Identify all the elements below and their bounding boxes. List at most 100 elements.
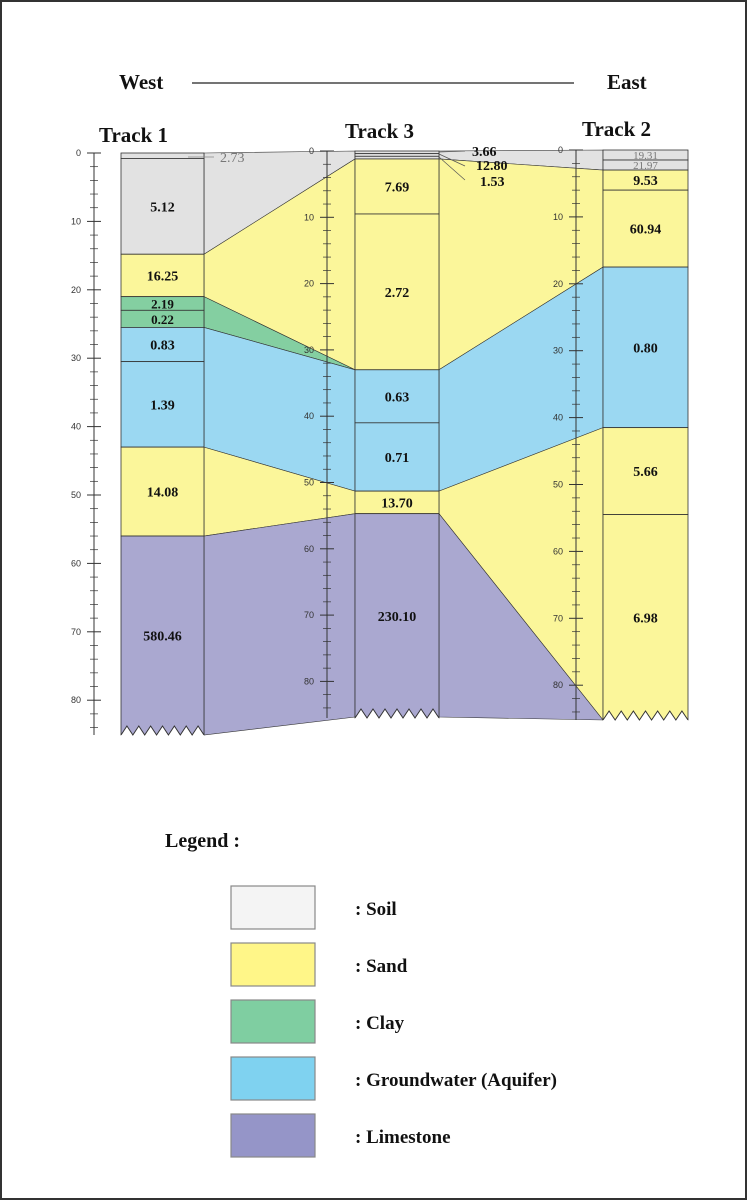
track-3-axis-tick-label: 60 bbox=[304, 544, 314, 554]
legend-label-sand: : Sand bbox=[355, 956, 408, 977]
track-1-layer-groundwater bbox=[120, 327, 205, 363]
track-1-layer-sand bbox=[120, 253, 205, 298]
track-3-layer-value: 12.80 bbox=[476, 159, 508, 174]
track-3-layer-value: 0.71 bbox=[385, 451, 410, 466]
track-1-axis-tick-label: 70 bbox=[71, 627, 81, 637]
track-1-layer-limestone bbox=[120, 535, 205, 736]
track-3-axis-tick-label: 10 bbox=[304, 212, 314, 222]
legend-swatch-limestone bbox=[230, 1113, 316, 1158]
west-label: West bbox=[119, 70, 163, 94]
track-2-layer-sand bbox=[602, 427, 689, 516]
track-1-layer-soil bbox=[120, 152, 205, 159]
track-3-axis-tick-label: 30 bbox=[304, 345, 314, 355]
track-2-layer-value: 21.97 bbox=[633, 160, 658, 172]
track-1-layer-value: 14.08 bbox=[147, 486, 179, 501]
legend-swatch-sand bbox=[230, 942, 316, 987]
track-3-title: Track 3 bbox=[345, 119, 414, 143]
track-2-axis-tick-label: 10 bbox=[553, 212, 563, 222]
track-2-layer-groundwater bbox=[602, 266, 689, 429]
track-2-axis-tick-label: 50 bbox=[553, 480, 563, 490]
track-1-axis-tick-label: 30 bbox=[71, 353, 81, 363]
track-1-layer-value: 5.12 bbox=[150, 200, 175, 215]
track-columns bbox=[120, 149, 689, 741]
track-1-layer-value: 1.39 bbox=[150, 398, 175, 413]
depth-axes: 0 10 20 30 40 50 60 70 80 0 10 20 30 40 50 60 70 80 0 10 20 3… bbox=[71, 145, 583, 735]
legend-title: Legend : bbox=[165, 830, 240, 852]
track-1-layer-soil bbox=[120, 158, 205, 255]
track-1-axis-tick-label: 40 bbox=[71, 422, 81, 432]
track-headers: Track 1 Track 3 Track 2 bbox=[99, 117, 651, 147]
track-2-axis-tick-label: 30 bbox=[553, 346, 563, 356]
legend-swatch-soil bbox=[230, 885, 316, 930]
direction-header: West East bbox=[119, 70, 647, 94]
track-3-layer-groundwater bbox=[354, 422, 440, 492]
track-1-layer-groundwater bbox=[120, 361, 205, 448]
track-1-axis-tick-label: 50 bbox=[71, 490, 81, 500]
legend: Legend : : Soil : Sand : Clay : Groundwater… bbox=[165, 830, 557, 1158]
track-1-axis-tick-label: 10 bbox=[71, 216, 81, 226]
track-2-layer-value: 60.94 bbox=[630, 223, 662, 238]
track-3-layer-value: 13.70 bbox=[381, 496, 413, 511]
track-2-cut-mask bbox=[603, 711, 688, 726]
track-3-axis-tick-label: 20 bbox=[304, 279, 314, 289]
track-3-layer-value: 2.72 bbox=[385, 286, 410, 301]
track-2-axis-tick-label: 40 bbox=[553, 413, 563, 423]
track-3-layer-value: 7.69 bbox=[385, 180, 410, 195]
track-3-axis-tick-label: 80 bbox=[304, 676, 314, 686]
track-3-axis-tick-label: 40 bbox=[304, 411, 314, 421]
track-2-title: Track 2 bbox=[582, 117, 651, 141]
track-1-layer-value: 580.46 bbox=[143, 630, 182, 645]
legend-label-limestone: : Limestone bbox=[355, 1127, 451, 1148]
track-3-layer-sand bbox=[354, 213, 440, 371]
track-2-layer-value: 6.98 bbox=[633, 611, 658, 626]
legend-label-clay: : Clay bbox=[355, 1013, 405, 1034]
track-2-axis-tick-label: 0 bbox=[558, 145, 563, 155]
track-3-axis-tick-label: 0 bbox=[309, 146, 314, 156]
track-3-zigzag-edge bbox=[354, 708, 440, 719]
track-2-axis-tick-label: 20 bbox=[553, 279, 563, 289]
track-2-layer-value: 0.80 bbox=[633, 341, 658, 356]
track-1-axis-tick-label: 0 bbox=[76, 148, 81, 158]
track-2-axis-tick-label: 60 bbox=[553, 546, 563, 556]
track-1-layer-value: 2.73 bbox=[220, 151, 245, 166]
track-3-layer-limestone bbox=[354, 513, 440, 719]
track-2-layer-value: 19.31 bbox=[633, 150, 658, 162]
legend-label-soil: : Soil bbox=[355, 899, 397, 920]
track-3-leader-line bbox=[438, 156, 466, 181]
track-1-axis-tick-label: 60 bbox=[71, 558, 81, 568]
track-3-layer-value: 3.66 bbox=[472, 145, 497, 160]
track-3-axis-tick-label: 70 bbox=[304, 610, 314, 620]
east-label: East bbox=[607, 70, 647, 94]
track-2-layer-value: 9.53 bbox=[633, 174, 658, 189]
layer-labels: 2.73 5.12 16.25 2.190.22 0.83 1.39 14.08 580.46… bbox=[143, 145, 661, 645]
track-3-layer-value: 230.10 bbox=[378, 610, 417, 625]
track-3-cut-mask bbox=[355, 709, 439, 724]
track-1-axis-tick-label: 80 bbox=[71, 695, 81, 705]
track-1-cut-mask bbox=[121, 726, 204, 741]
track-3-layer-value: 1.53 bbox=[480, 175, 505, 190]
track-1-axis-tick-label: 20 bbox=[71, 285, 81, 295]
track-3-leader-line bbox=[438, 153, 466, 167]
track-3-layer-groundwater bbox=[354, 369, 440, 424]
connector-limestone-1-3 bbox=[203, 513, 356, 736]
track-3-layer-value: 0.63 bbox=[385, 390, 410, 405]
track-2-layer-value: 5.66 bbox=[633, 465, 658, 480]
track-2-layer-sand bbox=[602, 514, 689, 721]
track-3-axis-tick-label: 50 bbox=[304, 478, 314, 488]
track-1-layer-value: 16.25 bbox=[147, 269, 179, 284]
track-2-axis-tick-label: 80 bbox=[553, 680, 563, 690]
track-1-layer-value: 2.19 bbox=[151, 296, 174, 311]
legend-swatch-groundwater bbox=[230, 1056, 316, 1101]
track-2-axis-tick-label: 70 bbox=[553, 613, 563, 623]
track-3-leader-line bbox=[438, 150, 466, 153]
track-1-layer-value: 0.22 bbox=[151, 312, 174, 327]
track-1-layer-sand bbox=[120, 446, 205, 537]
legend-swatch-clay bbox=[230, 999, 316, 1044]
track-2-zigzag-edge bbox=[602, 710, 689, 721]
legend-label-groundwater: : Groundwater (Aquifer) bbox=[355, 1070, 557, 1091]
track-1-zigzag-edge bbox=[120, 725, 205, 736]
track-3-layer-sand bbox=[354, 158, 440, 215]
track-1-layer-value: 0.83 bbox=[150, 339, 175, 354]
